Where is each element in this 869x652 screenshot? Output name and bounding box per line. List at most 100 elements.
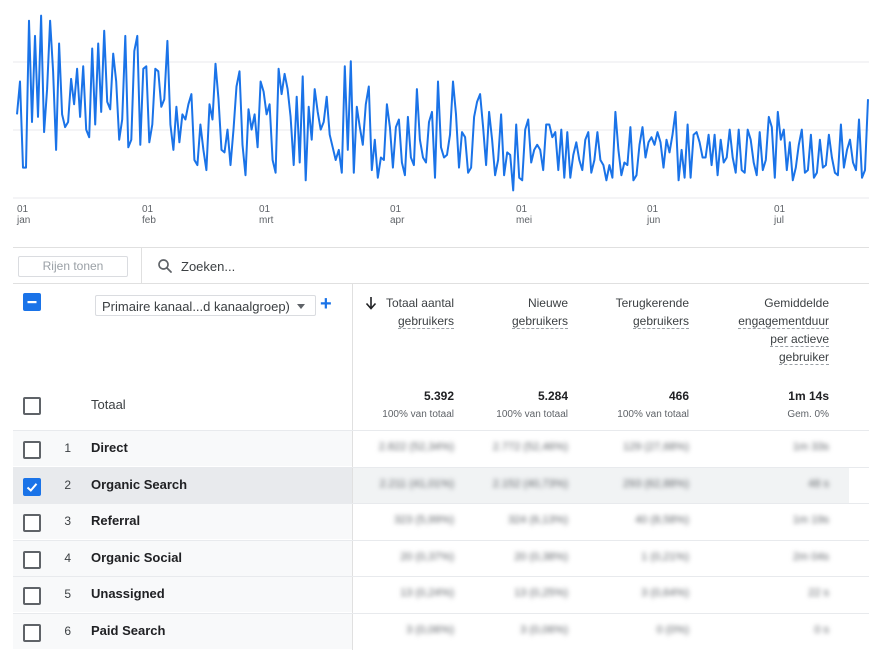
total-returning-users-value: 466 <box>668 389 689 403</box>
metric-value: 22 s <box>808 587 829 599</box>
svg-text:apr: apr <box>390 215 405 226</box>
metric-value: 2.822 (52,34%) <box>378 441 454 453</box>
table-row[interactable]: 2 Organic Search 2.211 (41,01%) 2.152 (40,7… <box>13 466 869 503</box>
table-row[interactable]: 6 Paid Search 3 (0,06%) 3 (0,06%) 0 (0%) 0 s <box>13 612 869 649</box>
check-icon <box>26 482 38 492</box>
metric-value: 1m 19s <box>792 514 829 526</box>
metric-value: 3 (0,06%) <box>520 623 568 636</box>
dimension-cell-bg <box>13 431 352 466</box>
total-returning-users-percent: 100% van totaal <box>617 409 689 420</box>
metric-value: 20 (0,38%) <box>514 550 568 563</box>
metric-value: 2m 04s <box>792 550 829 563</box>
dimension-cell-bg <box>13 613 352 649</box>
totals-label: Totaal <box>91 397 126 412</box>
svg-text:01: 01 <box>516 204 528 215</box>
channel-name[interactable]: Organic Search <box>91 476 188 492</box>
metric-value: 13 (0,24%) <box>400 587 454 599</box>
metric-value: 1m 33s <box>792 441 829 453</box>
table-row[interactable]: 4 Organic Social 20 (0,37%) 20 (0,38%) 1 (0,… <box>13 539 869 576</box>
metric-value: 2.772 (52,46%) <box>492 441 568 453</box>
select-all-checkbox[interactable] <box>23 293 41 311</box>
add-dimension-button[interactable]: + <box>320 293 332 315</box>
search-icon <box>158 259 172 273</box>
totals-checkbox[interactable] <box>23 397 41 415</box>
table-row[interactable]: 3 Referral 323 (5,99%) 324 (6,13%) 40 (8,58%… <box>13 503 869 539</box>
show-rows-button[interactable]: Rijen tonen <box>18 256 128 277</box>
metric-value: 323 (5,99%) <box>394 514 454 526</box>
header-returning-users[interactable]: Terugkerende gebruikers <box>615 296 689 329</box>
table-row[interactable]: 1 Direct 2.822 (52,34%) 2.772 (52,46%) 129 (… <box>13 430 869 466</box>
svg-text:feb: feb <box>142 215 156 226</box>
dropdown-arrow-icon <box>297 304 305 309</box>
metric-value: 2.211 (41,01%) <box>379 477 454 490</box>
dimension-select-label: Primaire kanaal...d kanaalgroep) <box>102 299 290 314</box>
table-toolbar: Rijen tonen <box>13 247 869 284</box>
row-checkbox[interactable] <box>23 623 41 642</box>
svg-text:jul: jul <box>773 215 784 226</box>
row-number: 1 <box>64 441 71 455</box>
table-row[interactable]: 5 Unassigned 13 (0,24%) 13 (0,25%) 3 (0,64%)… <box>13 576 869 612</box>
series-line <box>16 14 869 192</box>
channel-name[interactable]: Organic Social <box>91 549 183 565</box>
row-checkbox[interactable] <box>23 477 41 496</box>
row-number: 4 <box>64 550 71 565</box>
row-number: 2 <box>64 477 71 492</box>
svg-text:01: 01 <box>390 204 402 215</box>
header-avg-engagement[interactable]: Gemiddelde engagementduur per actieve ge… <box>738 296 829 365</box>
row-number: 6 <box>64 623 71 638</box>
metric-value: 324 (6,13%) <box>508 514 568 526</box>
svg-text:jan: jan <box>16 215 30 226</box>
total-users-percent: 100% van totaal <box>382 409 454 420</box>
header-total-users[interactable]: Totaal aantal gebruikers <box>385 296 454 329</box>
metric-value: 3 (0,64%) <box>641 587 689 599</box>
row-checkbox[interactable] <box>23 514 41 532</box>
row-number: 5 <box>64 587 71 601</box>
primary-dimension-select[interactable]: Primaire kanaal...d kanaalgroep) <box>95 295 316 316</box>
metric-value: 129 (27,68%) <box>622 441 689 453</box>
toolbar-divider <box>141 248 142 284</box>
metric-value: 20 (0,37%) <box>400 550 454 563</box>
row-number: 3 <box>64 514 71 528</box>
metric-value: 40 (8,58%) <box>635 514 689 526</box>
svg-text:01: 01 <box>647 204 659 215</box>
minus-icon <box>27 301 37 304</box>
row-checkbox[interactable] <box>23 441 41 459</box>
channel-name[interactable]: Direct <box>91 440 128 455</box>
metric-value: 0 (0%) <box>656 623 689 636</box>
svg-text:01: 01 <box>17 204 29 215</box>
total-avg-engagement-percent: Gem. 0% <box>787 409 829 420</box>
svg-text:jun: jun <box>646 215 660 226</box>
svg-text:01: 01 <box>774 204 786 215</box>
dimension-cell-bg <box>13 540 352 576</box>
metric-value: 48 s <box>808 477 829 490</box>
total-users-value: 5.392 <box>423 389 454 403</box>
svg-text:mrt: mrt <box>259 215 274 226</box>
total-new-users-value: 5.284 <box>537 389 568 403</box>
channel-name[interactable]: Referral <box>91 513 141 528</box>
metric-cells-bg <box>353 467 849 503</box>
channel-name[interactable]: Unassigned <box>91 586 165 601</box>
channel-name[interactable]: Paid Search <box>91 622 166 638</box>
header-new-users[interactable]: Nieuwe gebruikers <box>511 296 568 329</box>
row-checkbox[interactable] <box>23 550 41 569</box>
total-avg-engagement-value: 1m 14s <box>788 389 829 403</box>
metric-value: 0 s <box>814 623 829 636</box>
dimension-cell-bg <box>13 467 352 503</box>
row-checkbox[interactable] <box>23 587 41 605</box>
metric-value: 2.152 (40,73%) <box>492 477 568 490</box>
svg-text:01: 01 <box>259 204 271 215</box>
metric-value: 13 (0,25%) <box>514 587 568 599</box>
metric-value: 293 (62,88%) <box>622 477 689 490</box>
sort-down-arrow-icon[interactable] <box>365 296 377 310</box>
search-input[interactable] <box>181 256 481 276</box>
metric-value: 1 (0,21%) <box>641 550 689 563</box>
dimension-cell-bg <box>13 577 352 612</box>
metric-value: 3 (0,06%) <box>406 623 454 636</box>
